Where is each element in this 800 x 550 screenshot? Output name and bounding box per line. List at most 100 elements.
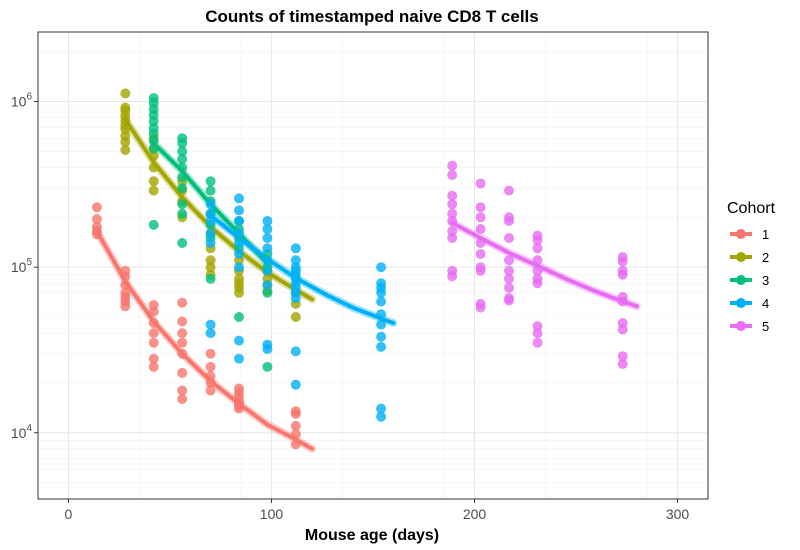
point-cohort-5 — [532, 321, 543, 332]
point-cohort-5 — [447, 233, 458, 243]
point-cohort-5 — [532, 235, 543, 246]
point-cohort-1 — [148, 337, 159, 348]
point-cohort-1 — [177, 337, 188, 348]
point-cohort-5 — [504, 273, 514, 284]
point-cohort-3 — [234, 312, 244, 322]
point-cohort-1 — [148, 318, 159, 328]
point-cohort-3 — [148, 143, 159, 154]
point-cohort-5 — [475, 249, 486, 259]
point-cohort-5 — [447, 208, 458, 219]
point-cohort-3 — [205, 273, 216, 284]
point-cohort-1 — [120, 280, 131, 290]
point-cohort-4 — [262, 233, 273, 243]
point-cohort-4 — [376, 296, 387, 307]
point-cohort-4 — [205, 319, 216, 330]
point-cohort-3 — [262, 287, 273, 298]
point-cohort-4 — [234, 228, 244, 239]
point-cohort-3 — [177, 183, 188, 194]
legend-label: 1 — [762, 227, 769, 242]
point-cohort-4 — [205, 328, 216, 339]
point-cohort-2 — [148, 185, 159, 196]
point-cohort-1 — [177, 316, 188, 327]
point-cohort-4 — [262, 255, 273, 266]
point-cohort-5 — [504, 255, 514, 266]
point-cohort-5 — [532, 278, 543, 289]
point-cohort-5 — [475, 202, 486, 213]
point-cohort-3 — [205, 185, 216, 196]
point-cohort-5 — [447, 170, 458, 180]
legend-key-point — [736, 229, 746, 239]
point-cohort-5 — [447, 271, 458, 282]
y-tick-label: 104 — [11, 423, 33, 441]
y-axis: 104 105 106 — [11, 92, 38, 441]
legend-label: 5 — [762, 319, 769, 334]
point-cohort-4 — [234, 249, 244, 259]
point-cohort-1 — [290, 420, 301, 431]
point-cohort-4 — [234, 262, 244, 273]
point-cohort-1 — [177, 385, 188, 396]
point-cohort-2 — [148, 162, 159, 173]
point-cohort-3 — [177, 138, 188, 149]
point-cohort-4 — [376, 341, 387, 352]
point-cohort-5 — [532, 255, 543, 266]
point-cohort-2 — [290, 312, 301, 322]
legend: Cohort 1 2 3 4 5 — [727, 200, 776, 334]
legend-key-point — [736, 321, 746, 331]
point-cohort-4 — [234, 193, 244, 204]
point-cohort-1 — [205, 361, 216, 372]
point-cohort-5 — [447, 226, 458, 237]
y-tick-label: 106 — [11, 92, 33, 110]
legend-label: 4 — [762, 296, 769, 311]
point-cohort-5 — [447, 216, 458, 226]
point-cohort-4 — [205, 208, 216, 219]
point-cohort-4 — [376, 331, 387, 342]
point-cohort-4 — [290, 243, 301, 254]
point-cohort-1 — [148, 328, 159, 339]
point-cohort-1 — [177, 367, 188, 378]
point-cohort-4 — [290, 379, 301, 390]
x-tick-label: 100 — [260, 506, 284, 522]
point-cohort-4 — [262, 265, 273, 276]
point-cohort-4 — [262, 243, 273, 254]
point-cohort-2 — [205, 262, 216, 273]
point-cohort-3 — [177, 154, 188, 164]
point-cohort-3 — [148, 135, 159, 146]
point-cohort-3 — [148, 219, 159, 230]
point-cohort-1 — [91, 229, 102, 240]
point-cohort-2 — [120, 88, 131, 99]
point-cohort-4 — [205, 216, 216, 226]
point-cohort-5 — [504, 233, 514, 243]
point-cohort-1 — [234, 403, 244, 414]
point-cohort-4 — [290, 255, 301, 266]
point-cohort-5 — [447, 160, 458, 171]
point-cohort-2 — [234, 287, 244, 298]
point-cohort-2 — [148, 150, 159, 161]
point-cohort-4 — [234, 216, 244, 226]
point-cohort-5 — [504, 295, 514, 306]
point-cohort-3 — [177, 172, 188, 183]
grid — [38, 32, 708, 499]
x-tick-label: 0 — [65, 506, 73, 522]
legend-item-cohort-2: 2 — [730, 250, 769, 265]
point-cohort-3 — [148, 128, 159, 139]
point-cohort-5 — [475, 224, 486, 234]
plot-panel-border — [37, 31, 709, 500]
point-cohort-5 — [475, 265, 486, 276]
point-cohort-4 — [376, 287, 387, 298]
point-cohort-5 — [532, 337, 543, 348]
x-axis-title: Mouse age (days) — [305, 527, 439, 544]
point-cohort-5 — [475, 178, 486, 189]
point-cohort-4 — [234, 335, 244, 346]
point-cohort-3 — [205, 176, 216, 187]
point-cohort-4 — [234, 205, 244, 216]
x-tick-label: 300 — [666, 506, 690, 522]
legend-item-cohort-3: 3 — [730, 273, 769, 288]
point-cohort-1 — [205, 385, 216, 396]
point-cohort-5 — [504, 185, 514, 196]
legend-item-cohort-4: 4 — [730, 296, 769, 311]
chart-title: Counts of timestamped naive CD8 T cells — [205, 7, 538, 26]
point-cohort-1 — [120, 271, 131, 282]
data-points — [91, 88, 628, 450]
y-tick-label: 105 — [11, 257, 33, 275]
